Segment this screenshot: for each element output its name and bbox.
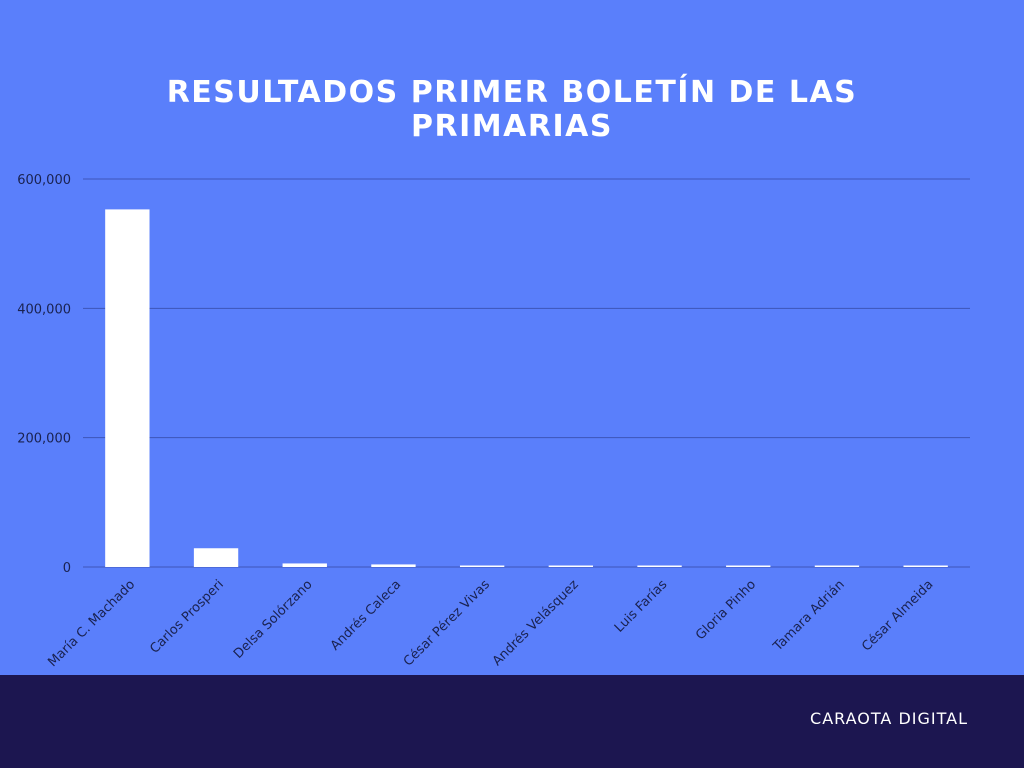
bar	[548, 565, 594, 567]
bar	[282, 563, 327, 567]
x-tick-label: Gloria Pinho	[693, 577, 759, 643]
y-tick-label: 200,000	[17, 432, 71, 447]
brand-label: CARAOTA DIGITAL	[810, 709, 968, 728]
bar	[903, 565, 948, 567]
bar	[105, 209, 150, 568]
bar	[814, 565, 860, 567]
chart-title: RESULTADOS PRIMER BOLETÍN DE LAS PRIMARI…	[166, 75, 858, 144]
x-tick-label: César Almeida	[859, 577, 936, 654]
bar	[459, 565, 505, 567]
y-tick-label: 0	[63, 561, 71, 576]
x-tick-label: Andrés Caleca	[328, 577, 404, 653]
bar	[371, 564, 416, 567]
y-tick-label: 600,000	[17, 173, 71, 188]
x-tick-label: María C. Machado	[45, 577, 138, 670]
bar	[637, 565, 682, 567]
bar	[726, 565, 771, 567]
x-tick-label: Andrés Velásquez	[490, 577, 582, 669]
footer-bar: CARAOTA DIGITAL	[0, 675, 1024, 768]
x-tick-label: César Pérez Vivas	[401, 577, 493, 669]
x-tick-label: Tamara Adrián	[770, 577, 848, 655]
bar-chart: 0 200,000 400,000 600,000 María C. Machado Ca…	[17, 173, 970, 670]
x-tick-label: Luis Farías	[612, 577, 671, 636]
bar	[193, 548, 239, 567]
y-tick-label: 400,000	[17, 302, 71, 317]
x-tick-label: Delsa Solórzano	[231, 577, 316, 662]
x-tick-label: Carlos Prosperi	[147, 577, 227, 657]
